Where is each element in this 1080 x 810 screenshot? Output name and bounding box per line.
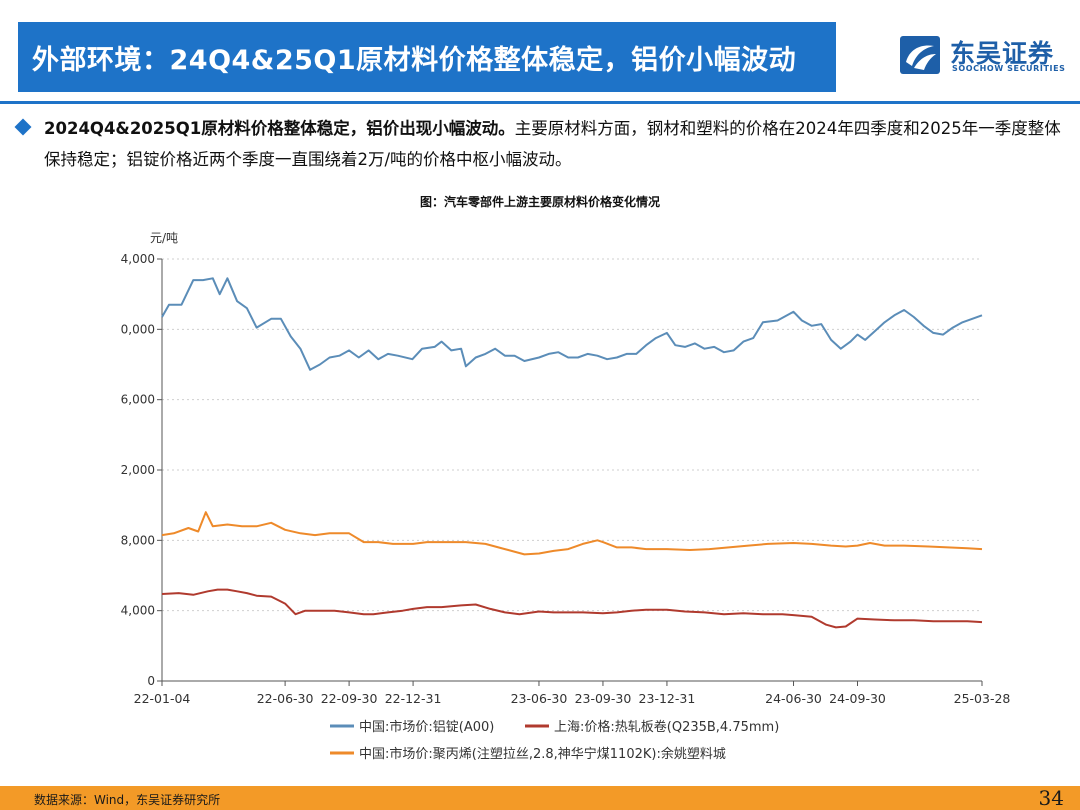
figure-caption: 图：汽车零部件上游主要原材料价格变化情况 [419, 195, 660, 209]
diamond-bullet-icon [14, 118, 32, 136]
y-tick-label: 12,000 [120, 463, 155, 477]
x-tick-label: 23-12-31 [639, 691, 696, 706]
grid-layer [162, 258, 982, 612]
y-tick-label: 4,000 [121, 604, 155, 618]
x-tick-label: 24-06-30 [765, 691, 822, 706]
data-source-note: 数据来源：Wind，东吴证券研究所 [34, 793, 221, 807]
y-tick-label: 20,000 [120, 322, 155, 336]
summary-bold-lead: 2024Q4&2025Q1原材料价格整体稳定，铝价出现小幅波动。 [44, 119, 515, 138]
x-tick-label: 25-03-28 [954, 691, 1011, 706]
y-tick-label: 16,000 [120, 393, 155, 407]
legend-label-1: 上海:价格:热轧板卷(Q235B,4.75mm) [554, 719, 779, 735]
x-tick-label: 22-06-30 [257, 691, 314, 706]
header-divider [0, 101, 1080, 104]
legend-label-2: 中国:市场价:聚丙烯(注塑拉丝,2.8,神华宁煤1102K):余姚塑料城 [359, 746, 726, 762]
y-tick-label: 0 [147, 674, 155, 688]
y-tick-label: 8,000 [121, 533, 155, 547]
summary-paragraph: 2024Q4&2025Q1原材料价格整体稳定，铝价出现小幅波动。主要原材料方面，… [44, 113, 1074, 175]
footer-bar [0, 786, 1080, 810]
legend: 中国:市场价:铝锭(A00) 上海:价格:热轧板卷(Q235B,4.75mm) 中国… [330, 719, 779, 762]
soochow-logo-icon [900, 36, 940, 74]
soochow-logo: 东吴证券 SOOCHOW SECURITIES [900, 34, 1070, 78]
summary-text: 主要原材料方面，钢材和塑料的价格在2024年四季度和2025年一季度整体保持稳定… [44, 119, 1061, 169]
series-line-1 [161, 588, 983, 629]
x-tick-label: 22-09-30 [321, 691, 378, 706]
logo-english-name: SOOCHOW SECURITIES [952, 64, 1066, 73]
x-tick-label: 22-12-31 [385, 691, 442, 706]
x-tick-label: 23-06-30 [511, 691, 568, 706]
page-number: 34 [1038, 786, 1064, 810]
y-axis-unit-label: 元/吨 [150, 231, 178, 245]
y-tick-label: 24,000 [120, 252, 155, 266]
slide-title: 外部环境：24Q4&25Q1原材料价格整体稳定，铝价小幅波动 [18, 22, 836, 92]
raw-material-price-chart: 0 4,000 8,000 12,000 16,000 20,000 24,000 22-01… [120, 231, 1010, 762]
series-line-0 [161, 277, 983, 371]
x-tick-label: 23-09-30 [575, 691, 632, 706]
logo-chinese-name: 东吴证券 [950, 39, 1055, 68]
axis-layer: 0 4,000 8,000 12,000 16,000 20,000 24,000 22-01… [120, 252, 1010, 706]
x-tick-label: 22-01-04 [134, 691, 191, 706]
series-layer [161, 277, 983, 629]
series-line-2 [161, 511, 983, 556]
x-tick-label: 24-09-30 [829, 691, 886, 706]
legend-label-0: 中国:市场价:铝锭(A00) [359, 719, 494, 735]
slide-title-text: 外部环境：24Q4&25Q1原材料价格整体稳定，铝价小幅波动 [32, 44, 797, 76]
